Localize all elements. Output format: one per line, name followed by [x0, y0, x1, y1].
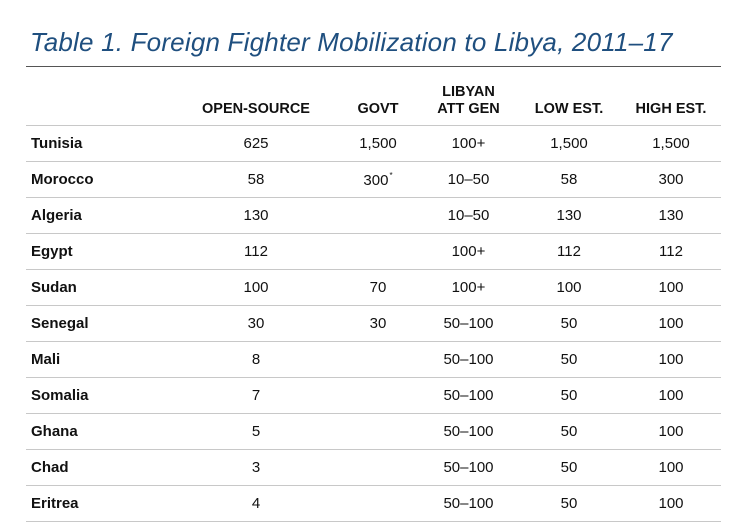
header-high-est: HIGH EST. [621, 76, 721, 126]
govt-cell [336, 449, 420, 486]
high-est-cell: 130 [621, 197, 721, 234]
country-cell: Tunisia [26, 125, 176, 162]
open-source-cell: 3 [176, 449, 336, 486]
table-row: Morocco 58 300* 10–50 58 300 [26, 161, 721, 198]
high-est-cell: 100 [621, 377, 721, 414]
header-libyan-att-gen-line1: LIBYAN [442, 84, 495, 100]
low-est-cell: 130 [517, 197, 621, 234]
header-country [26, 76, 176, 126]
libyan-att-gen-cell: 100+ [420, 125, 517, 162]
country-cell: Chad [26, 449, 176, 486]
country-cell: Senegal [26, 305, 176, 342]
table-body: Tunisia 625 1,500 100+ 1,500 1,500 Morocco 58 30… [26, 125, 721, 522]
low-est-cell: 100 [517, 269, 621, 306]
high-est-cell: 100 [621, 305, 721, 342]
low-est-cell: 112 [517, 233, 621, 270]
high-est-cell: 100 [621, 269, 721, 306]
header-govt: GOVT [336, 76, 420, 126]
libyan-att-gen-cell: 50–100 [420, 305, 517, 342]
high-est-cell: 100 [621, 485, 721, 522]
high-est-cell: 112 [621, 233, 721, 270]
table-row: Chad 3 50–100 50 100 [26, 449, 721, 486]
open-source-cell: 7 [176, 377, 336, 414]
open-source-cell: 4 [176, 485, 336, 522]
govt-value: 70 [369, 279, 387, 296]
govt-cell [336, 233, 420, 270]
open-source-cell: 625 [176, 125, 336, 162]
libyan-att-gen-cell: 50–100 [420, 485, 517, 522]
table-row: Sudan 100 70 100+ 100 100 [26, 269, 721, 306]
govt-value: 1,500 [359, 135, 397, 152]
govt-cell: 30 [336, 305, 420, 342]
header-low-est: LOW EST. [517, 76, 621, 126]
table-row: Ghana 5 50–100 50 100 [26, 413, 721, 450]
header-open-source: OPEN-SOURCE [176, 76, 336, 126]
fighter-table: OPEN-SOURCE GOVT LIBYAN ATT GEN LOW EST.… [26, 76, 721, 522]
libyan-att-gen-cell: 100+ [420, 233, 517, 270]
libyan-att-gen-cell: 100+ [420, 269, 517, 306]
govt-value: 300 [363, 171, 389, 189]
high-est-cell: 100 [621, 449, 721, 486]
high-est-cell: 100 [621, 413, 721, 450]
country-cell: Ghana [26, 413, 176, 450]
low-est-cell: 58 [517, 161, 621, 198]
govt-cell [336, 341, 420, 378]
govt-footnote-marker: * [389, 170, 393, 180]
high-est-cell: 100 [621, 341, 721, 378]
libyan-att-gen-cell: 50–100 [420, 341, 517, 378]
table-row: Tunisia 625 1,500 100+ 1,500 1,500 [26, 125, 721, 162]
header-libyan-att-gen-line2: ATT GEN [437, 101, 500, 117]
open-source-cell: 8 [176, 341, 336, 378]
table-row: Senegal 30 30 50–100 50 100 [26, 305, 721, 342]
open-source-cell: 30 [176, 305, 336, 342]
title-rule [26, 66, 721, 67]
low-est-cell: 50 [517, 485, 621, 522]
libyan-att-gen-cell: 10–50 [420, 161, 517, 198]
table-row: Mali 8 50–100 50 100 [26, 341, 721, 378]
header-row: OPEN-SOURCE GOVT LIBYAN ATT GEN LOW EST.… [26, 76, 721, 126]
table-title: Table 1. Foreign Fighter Mobilization to… [30, 27, 673, 57]
low-est-cell: 50 [517, 449, 621, 486]
low-est-cell: 50 [517, 377, 621, 414]
open-source-cell: 112 [176, 233, 336, 270]
govt-value: 30 [369, 315, 387, 332]
low-est-cell: 1,500 [517, 125, 621, 162]
govt-cell: 300* [336, 161, 420, 198]
high-est-cell: 300 [621, 161, 721, 198]
open-source-cell: 58 [176, 161, 336, 198]
country-cell: Egypt [26, 233, 176, 270]
libyan-att-gen-cell: 10–50 [420, 197, 517, 234]
country-cell: Algeria [26, 197, 176, 234]
table-row: Eritrea 4 50–100 50 100 [26, 485, 721, 522]
low-est-cell: 50 [517, 341, 621, 378]
libyan-att-gen-cell: 50–100 [420, 449, 517, 486]
govt-cell: 1,500 [336, 125, 420, 162]
low-est-cell: 50 [517, 413, 621, 450]
libyan-att-gen-cell: 50–100 [420, 413, 517, 450]
open-source-cell: 100 [176, 269, 336, 306]
govt-cell [336, 485, 420, 522]
govt-cell [336, 197, 420, 234]
high-est-cell: 1,500 [621, 125, 721, 162]
country-cell: Eritrea [26, 485, 176, 522]
libyan-att-gen-cell: 50–100 [420, 377, 517, 414]
table-row: Algeria 130 10–50 130 130 [26, 197, 721, 234]
country-cell: Mali [26, 341, 176, 378]
table-row: Somalia 7 50–100 50 100 [26, 377, 721, 414]
govt-cell [336, 377, 420, 414]
open-source-cell: 5 [176, 413, 336, 450]
country-cell: Sudan [26, 269, 176, 306]
low-est-cell: 50 [517, 305, 621, 342]
open-source-cell: 130 [176, 197, 336, 234]
header-libyan-att-gen: LIBYAN ATT GEN [420, 76, 517, 126]
table-row: Egypt 112 100+ 112 112 [26, 233, 721, 270]
country-cell: Somalia [26, 377, 176, 414]
country-cell: Morocco [26, 161, 176, 198]
govt-cell: 70 [336, 269, 420, 306]
govt-cell [336, 413, 420, 450]
